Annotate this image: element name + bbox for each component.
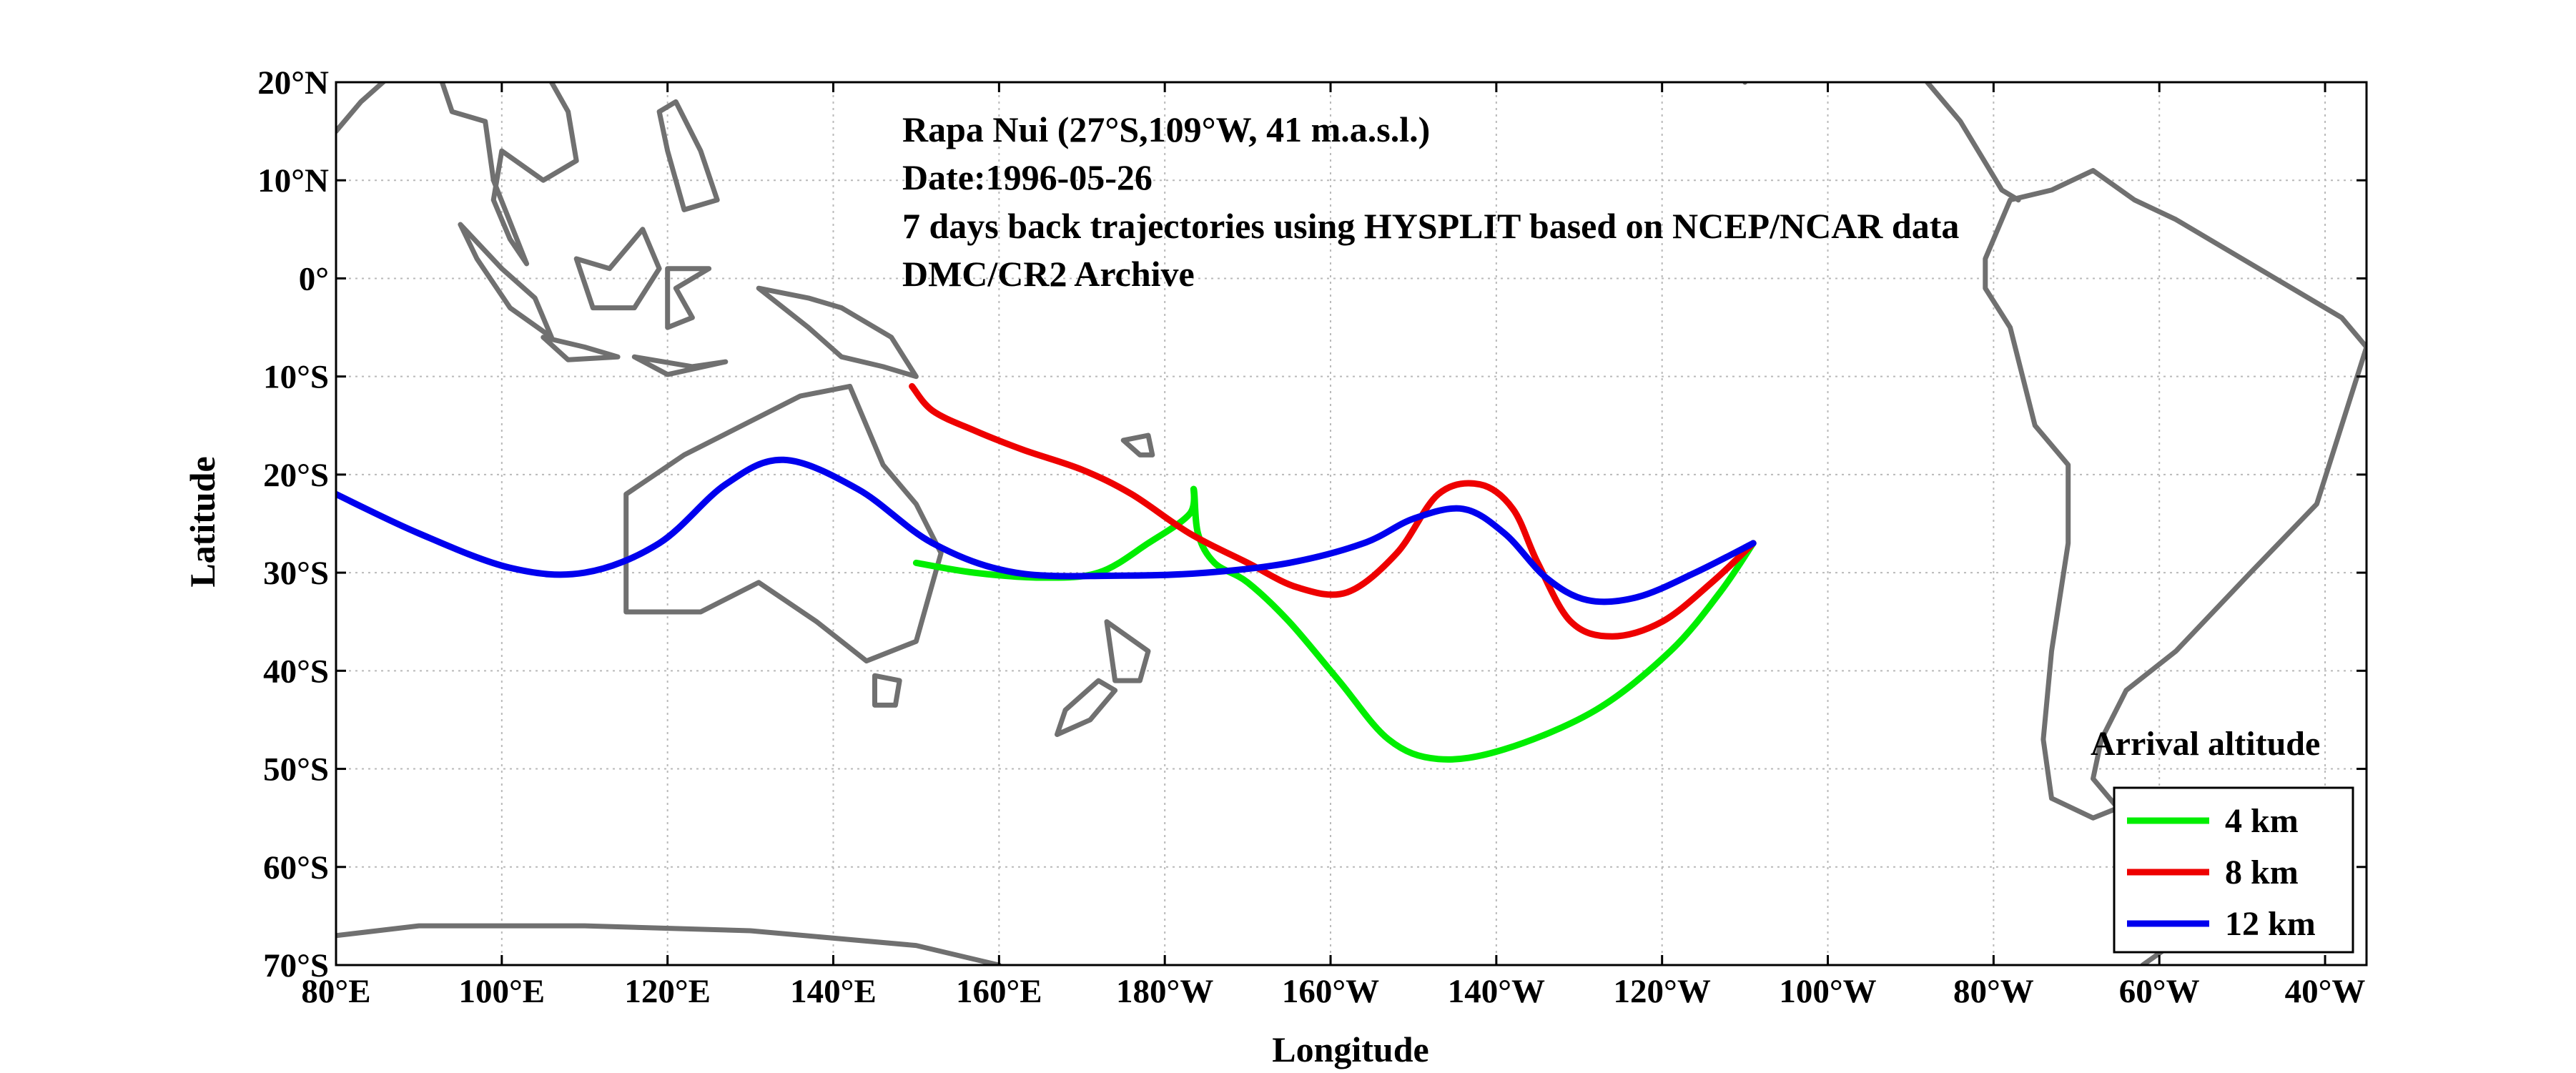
y-tick-label: 10°S xyxy=(263,359,329,396)
x-tick-label: 140°E xyxy=(790,973,877,1010)
coastline-segment xyxy=(541,335,621,362)
x-tick-label: 60°W xyxy=(2119,973,2200,1010)
legend: Arrival altitude 4 km 8 km 12 km xyxy=(2091,725,2354,954)
y-tick-label: 30°S xyxy=(263,555,329,592)
x-tick-label: 80°E xyxy=(301,973,370,1010)
x-tick-label: 40°W xyxy=(2285,973,2366,1010)
y-axis-label: Latitude xyxy=(182,456,222,587)
legend-entry-12km: 12 km xyxy=(2225,905,2316,943)
y-tick-label: 60°S xyxy=(263,849,329,886)
plot-frame xyxy=(335,81,2368,966)
x-tick-label: 160°E xyxy=(956,973,1042,1010)
trajectory-8km xyxy=(909,382,1757,640)
x-tick-label: 80°W xyxy=(1953,973,2034,1010)
x-tick-label: 100°E xyxy=(459,973,546,1010)
x-tick-label: 120°E xyxy=(624,973,711,1010)
coastline-segment xyxy=(1742,82,1748,85)
coastline-segment xyxy=(756,285,919,380)
title-line-1: Rapa Nui (27°S,109°W, 41 m.a.s.l.) xyxy=(902,109,1430,149)
coastline-segment xyxy=(665,266,712,330)
title-line-4: DMC/CR2 Archive xyxy=(902,254,1195,294)
x-tick-label: 140°W xyxy=(1448,973,1545,1010)
y-tick-label: 50°S xyxy=(263,751,329,788)
coastline-segment xyxy=(573,227,662,311)
legend-entry-8km: 8 km xyxy=(2225,854,2299,891)
x-tick-label: 180°W xyxy=(1116,973,1213,1010)
title-line-2: Date:1996-05-26 xyxy=(902,157,1153,197)
y-tick-label: 10°N xyxy=(257,162,329,199)
trajectory-12km xyxy=(336,456,1757,605)
y-tick-label: 20°N xyxy=(257,64,329,102)
coastline-segment xyxy=(656,99,720,212)
coastline-segment xyxy=(1104,619,1151,683)
legend-entry-4km: 4 km xyxy=(2225,802,2299,840)
coastline-segment xyxy=(1925,82,2021,203)
y-tick-label: 0° xyxy=(299,260,329,297)
x-tick-label: 120°W xyxy=(1614,973,1711,1010)
coastline-segment xyxy=(336,923,1002,965)
coastline-segment xyxy=(1120,432,1155,458)
y-tick-label: 40°S xyxy=(263,653,329,690)
coastline-segment xyxy=(872,673,902,708)
axis-ticks: 80°E 100°E 120°E 140°E 160°E 180°W 160°W 140°W 1… xyxy=(257,64,2367,1010)
coastline-segment xyxy=(1983,168,2367,821)
x-tick-label: 100°W xyxy=(1779,973,1876,1010)
legend-title: Arrival altitude xyxy=(2091,725,2320,763)
coastline-segment xyxy=(458,222,554,340)
y-tick-label: 20°S xyxy=(263,457,329,494)
coastline-segment xyxy=(1055,678,1118,737)
trajectory-4km xyxy=(912,485,1757,763)
trajectories xyxy=(336,382,1757,763)
coastline-segment xyxy=(631,354,729,377)
map-title: Rapa Nui (27°S,109°W, 41 m.a.s.l.) Date:… xyxy=(902,109,1959,294)
y-tick-label: 70°S xyxy=(263,947,329,984)
title-line-3: 7 days back trajectories using HYSPLIT b… xyxy=(902,206,1959,246)
x-tick-label: 160°W xyxy=(1282,973,1379,1010)
coastline-segment xyxy=(623,383,944,664)
x-axis-label: Longitude xyxy=(1272,1029,1429,1069)
coastline-segment xyxy=(336,82,579,267)
